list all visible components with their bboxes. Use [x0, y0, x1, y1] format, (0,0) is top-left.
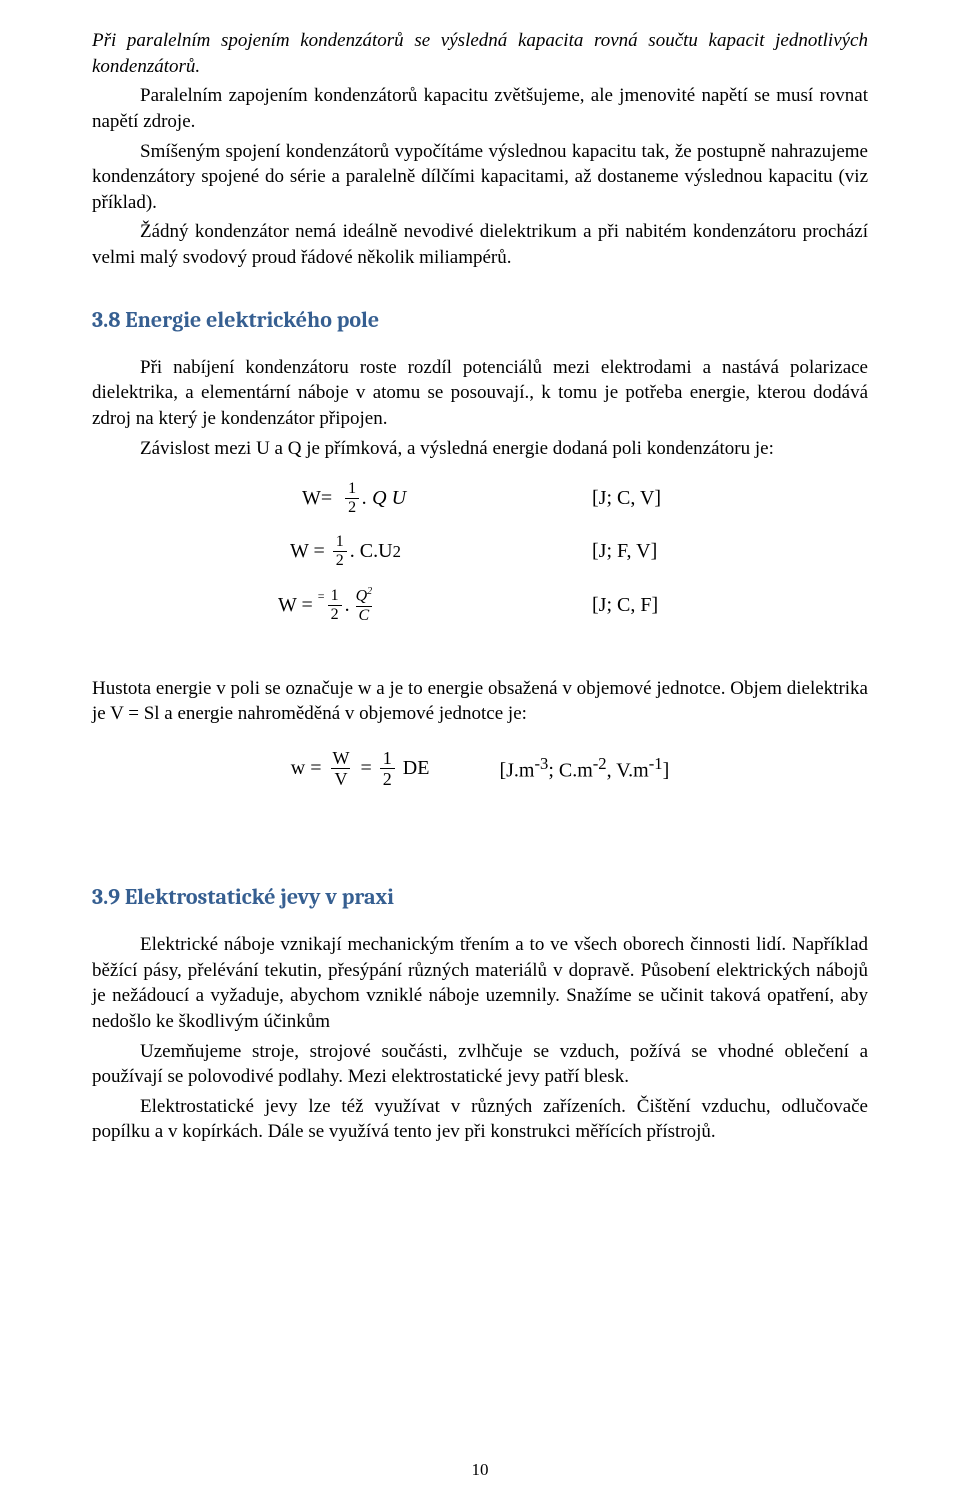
- numerator: 1: [345, 481, 359, 498]
- numerator: 1: [328, 588, 342, 605]
- formula-lhs: W =: [278, 594, 313, 617]
- denominator: 2: [345, 498, 359, 516]
- heading-3-9: 3.9 Elektrostatické jevy v praxi: [92, 884, 868, 910]
- formula-pre: w =: [291, 757, 322, 780]
- document-page: Při paralelním spojením kondenzátorů se …: [0, 0, 960, 1508]
- formula-tail: . Q U: [362, 487, 406, 510]
- formula-W-CU2: W = 1 2 . C.U2 [J; F, V]: [92, 534, 868, 569]
- formula-unit: [J; F, V]: [592, 540, 657, 563]
- formula-energy-density: w = W V = 1 2 DE [J.m-3; C.m-2, V.m-1]: [92, 749, 868, 788]
- formula-unit: [J.m-3; C.m-2, V.m-1]: [499, 754, 669, 783]
- paragraph-2: Paralelním zapojením kondenzátorů kapaci…: [92, 83, 868, 134]
- formula-post: DE: [403, 757, 430, 780]
- paragraph-6: Hustota energie v poli se označuje w a j…: [92, 676, 868, 727]
- denominator: C: [356, 606, 373, 624]
- formula-unit: [J; C, V]: [592, 487, 661, 510]
- paragraph-5a: Při nabíjení kondenzátoru roste rozdíl p…: [92, 355, 868, 432]
- paragraph-3: Smíšeným spojení kondenzátorů vypočítáme…: [92, 139, 868, 216]
- paragraph-4: Žádný kondenzátor nemá ideálně nevodivé …: [92, 219, 868, 270]
- paragraph-5b: Závislost mezi U a Q je přímková, a výsl…: [92, 436, 868, 462]
- denominator: 2: [328, 605, 342, 623]
- fraction: 1 2: [328, 588, 342, 623]
- numerator: 1: [333, 534, 347, 551]
- fraction: W V: [329, 749, 352, 788]
- formula-block-energy: W= 1 2 . Q U [J; C, V] W = 1 2 . C.U2 [J…: [92, 481, 868, 623]
- fraction: 1 2: [333, 534, 347, 569]
- numerator: 1: [380, 749, 395, 768]
- paragraph-9: Elektrostatické jevy lze též využívat v …: [92, 1094, 868, 1145]
- equals-superscript: =: [318, 589, 325, 604]
- paragraph-italic-1: Při paralelním spojením kondenzátorů se …: [92, 28, 868, 79]
- formula-W-QU: W= 1 2 . Q U [J; C, V]: [92, 481, 868, 516]
- page-number: 10: [0, 1460, 960, 1480]
- dot: .: [345, 594, 350, 617]
- denominator: 2: [333, 551, 347, 569]
- fraction: 1 2: [380, 749, 395, 788]
- fraction: Q2 C: [353, 587, 376, 623]
- numerator: W: [329, 749, 352, 768]
- paragraph-7: Elektrické náboje vznikají mechanickým t…: [92, 932, 868, 1035]
- formula-W-Q2C: W = = 1 2 . Q2 C [J; C, F]: [92, 587, 868, 623]
- formula-unit: [J; C, F]: [592, 594, 658, 617]
- formula-lhs: W=: [302, 487, 332, 510]
- superscript: 2: [393, 542, 401, 562]
- fraction: 1 2: [345, 481, 359, 516]
- formula-lhs: W =: [290, 540, 325, 563]
- equals: =: [360, 757, 371, 780]
- formula-tail-pre: . C.U: [350, 540, 393, 563]
- paragraph-8: Uzemňujeme stroje, strojové součásti, zv…: [92, 1039, 868, 1090]
- denominator: V: [331, 768, 350, 788]
- heading-3-8: 3.8 Energie elektrického pole: [92, 307, 868, 333]
- denominator: 2: [380, 768, 395, 788]
- numerator: Q2: [353, 587, 376, 605]
